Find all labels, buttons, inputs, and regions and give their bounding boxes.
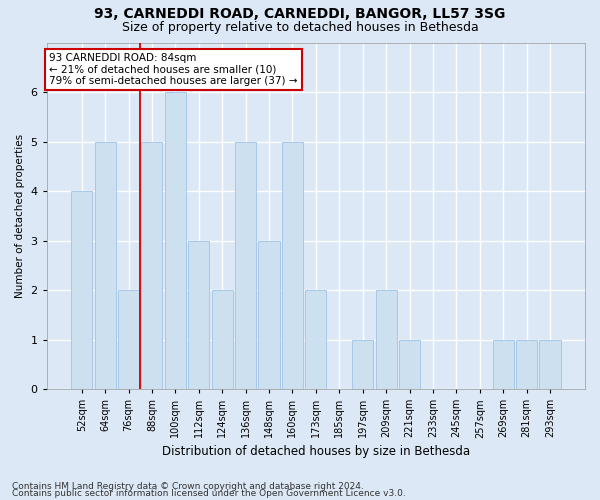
Bar [539, 340, 560, 389]
Text: 93 CARNEDDI ROAD: 84sqm
← 21% of detached houses are smaller (10)
79% of semi-de: 93 CARNEDDI ROAD: 84sqm ← 21% of detache… [49, 53, 298, 86]
Text: Size of property relative to detached houses in Bethesda: Size of property relative to detached ho… [122, 21, 478, 34]
Bar [516, 340, 537, 389]
Bar [142, 142, 163, 389]
Bar [399, 340, 420, 389]
Text: Contains public sector information licensed under the Open Government Licence v3: Contains public sector information licen… [12, 490, 406, 498]
Y-axis label: Number of detached properties: Number of detached properties [15, 134, 25, 298]
Bar [165, 92, 186, 389]
Bar [118, 290, 139, 389]
Bar [282, 142, 303, 389]
Text: Contains HM Land Registry data © Crown copyright and database right 2024.: Contains HM Land Registry data © Crown c… [12, 482, 364, 491]
Bar [212, 290, 233, 389]
X-axis label: Distribution of detached houses by size in Bethesda: Distribution of detached houses by size … [162, 444, 470, 458]
Text: 93, CARNEDDI ROAD, CARNEDDI, BANGOR, LL57 3SG: 93, CARNEDDI ROAD, CARNEDDI, BANGOR, LL5… [94, 8, 506, 22]
Bar [493, 340, 514, 389]
Bar [188, 240, 209, 389]
Bar [259, 240, 280, 389]
Bar [305, 290, 326, 389]
Bar [352, 340, 373, 389]
Bar [235, 142, 256, 389]
Bar [71, 191, 92, 389]
Bar [95, 142, 116, 389]
Bar [376, 290, 397, 389]
